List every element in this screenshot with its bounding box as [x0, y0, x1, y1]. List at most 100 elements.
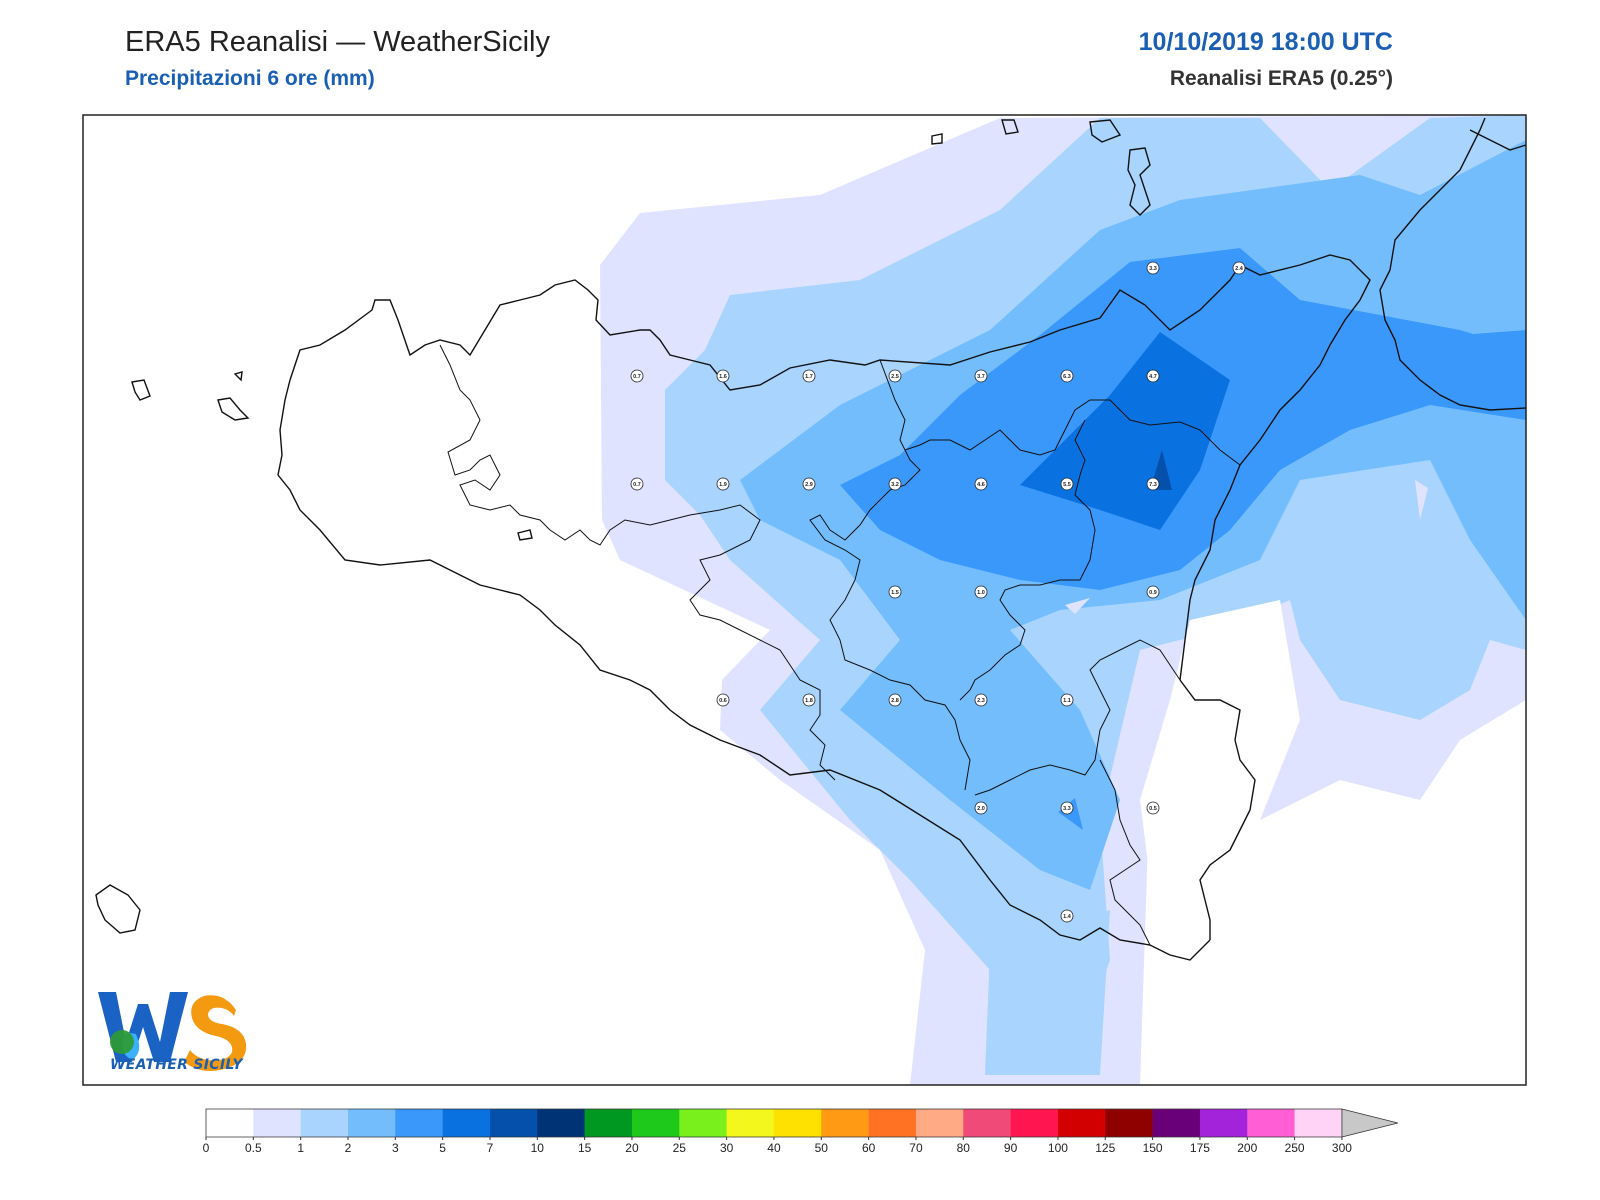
colorbar-tick-label: 50	[815, 1141, 829, 1155]
island-8	[1127, 147, 1151, 216]
precip-gap-etna	[1065, 598, 1090, 614]
colorbar-tick-label: 5	[439, 1141, 446, 1155]
grid-value-circle	[1060, 909, 1074, 923]
grid-value-marker: 1.7	[802, 369, 816, 383]
island-9	[517, 529, 533, 541]
grid-value-circle	[802, 369, 816, 383]
colorbar-swatch	[679, 1109, 727, 1137]
colorbar-tick-label: 80	[957, 1141, 971, 1155]
island-3	[233, 371, 243, 382]
colorbar-tick-label: 60	[862, 1141, 876, 1155]
island-6	[1001, 119, 1019, 135]
colorbar-swatch	[726, 1109, 775, 1137]
grid-value-label: 6.3	[1063, 374, 1071, 380]
colorbar-tick-label: 25	[673, 1141, 687, 1155]
grid-value-circle	[888, 477, 902, 491]
colorbar-swatch	[253, 1109, 301, 1137]
colorbar-swatch	[1010, 1109, 1059, 1137]
grid-value-circle	[974, 801, 988, 815]
colorbar-tick-label: 300	[1332, 1141, 1352, 1155]
grid-value-circle	[1146, 369, 1160, 383]
grid-value-label: 0.9	[1149, 590, 1157, 596]
grid-value-marker: 1.0	[974, 585, 988, 599]
map-frame	[82, 114, 1527, 1086]
region-border-6	[1099, 759, 1151, 946]
colorbar-tick-label: 250	[1285, 1141, 1305, 1155]
grid-value-label: 1.7	[805, 374, 813, 380]
colorbar-tick-label: 10	[531, 1141, 545, 1155]
precip-gap-east2	[1260, 720, 1340, 820]
grid-value-label: 7.3	[1149, 482, 1157, 488]
colorbar-swatch	[915, 1109, 964, 1137]
grid-value-label: 1.4	[1063, 914, 1072, 920]
colorbar-tick-label: 150	[1143, 1141, 1163, 1155]
grid-value-circle	[630, 477, 644, 491]
colorbar-swatch	[395, 1109, 443, 1137]
colorbar-tick-label: 15	[578, 1141, 592, 1155]
grid-value-label: 5.5	[1063, 482, 1071, 488]
grid-values: 0.7 1.6 1.7 2.5 3.7 6.3 4.7 3.3 2.4 0.7 1.9 2.9 3.2 4…	[630, 261, 1246, 923]
colorbar-swatch	[821, 1109, 869, 1137]
region-border-4	[959, 419, 1096, 701]
grid-value-circle	[1232, 261, 1246, 275]
island-5	[931, 133, 943, 145]
colorbar-swatch	[584, 1109, 633, 1137]
coastline-calabria-north	[1469, 129, 1526, 151]
colorbar-tick-label: 30	[720, 1141, 734, 1155]
grid-value-label: 0.5	[1149, 806, 1157, 812]
colorbar-tick-label: 70	[909, 1141, 923, 1155]
precipitation-shading	[600, 115, 1526, 1085]
colorbar-swatch	[1152, 1109, 1201, 1137]
grid-value-marker: 0.7	[630, 369, 644, 383]
map-subtitle: Precipitazioni 6 ore (mm)	[125, 67, 375, 90]
colorbar-tick-label: 3	[392, 1141, 399, 1155]
colorbar-tick-label: 1	[297, 1141, 304, 1155]
colorbar-swatch	[963, 1109, 1011, 1137]
grid-value-circle	[974, 585, 988, 599]
grid-value-circle	[888, 693, 902, 707]
colorbar-swatch	[773, 1109, 822, 1137]
island-2	[217, 397, 250, 421]
grid-value-label: 2.8	[891, 698, 899, 704]
colorbar-swatch	[300, 1109, 349, 1137]
grid-value-label: 2.9	[805, 482, 813, 488]
colorbar-tick-label: 0.5	[245, 1141, 262, 1155]
coastline-sardinia-west	[277, 379, 1211, 961]
grid-value-label: 1.5	[891, 590, 899, 596]
coastline-sardinia	[289, 254, 1371, 681]
grid-value-circle	[1146, 477, 1160, 491]
grid-value-marker: 0.7	[630, 477, 644, 491]
colorbar-swatch	[868, 1109, 917, 1137]
grid-value-circle	[974, 369, 988, 383]
precip-band-1-south	[985, 910, 1110, 1075]
grid-value-marker: 6.3	[1060, 369, 1074, 383]
colorbar-swatch	[489, 1109, 538, 1137]
grid-value-circle	[974, 693, 988, 707]
grid-value-circle	[716, 477, 730, 491]
colorbar-swatch	[1105, 1109, 1153, 1137]
colorbar-tick-label: 175	[1190, 1141, 1210, 1155]
coastline-east	[1179, 679, 1256, 940]
colorbar-tick-label: 2	[345, 1141, 352, 1155]
colorbar-tick-label: 125	[1095, 1141, 1115, 1155]
colorbar-swatch	[1294, 1109, 1343, 1137]
grid-value-label: 4.7	[1149, 374, 1157, 380]
grid-value-label: 1.1	[1063, 698, 1071, 704]
grid-value-marker: 2.5	[888, 369, 902, 383]
grid-value-circle	[1146, 261, 1160, 275]
grid-value-marker: 1.9	[716, 477, 730, 491]
grid-value-marker: 0.5	[1146, 801, 1160, 815]
colorbar-swatch	[631, 1109, 680, 1137]
colorbar-swatch	[1199, 1109, 1248, 1137]
colorbar-swatch	[1057, 1109, 1106, 1137]
grid-value-marker: 3.7	[974, 369, 988, 383]
coastline-calabria	[1379, 117, 1526, 411]
grid-value-label: 2.4	[1235, 266, 1244, 272]
colorbar-tick-label: 0	[203, 1141, 210, 1155]
colorbar-swatch	[347, 1109, 396, 1137]
grid-value-label: 1.9	[719, 482, 727, 488]
colorbar-tick-label: 90	[1004, 1141, 1018, 1155]
grid-value-circle	[716, 369, 730, 383]
grid-value-marker: 1.8	[802, 693, 816, 707]
